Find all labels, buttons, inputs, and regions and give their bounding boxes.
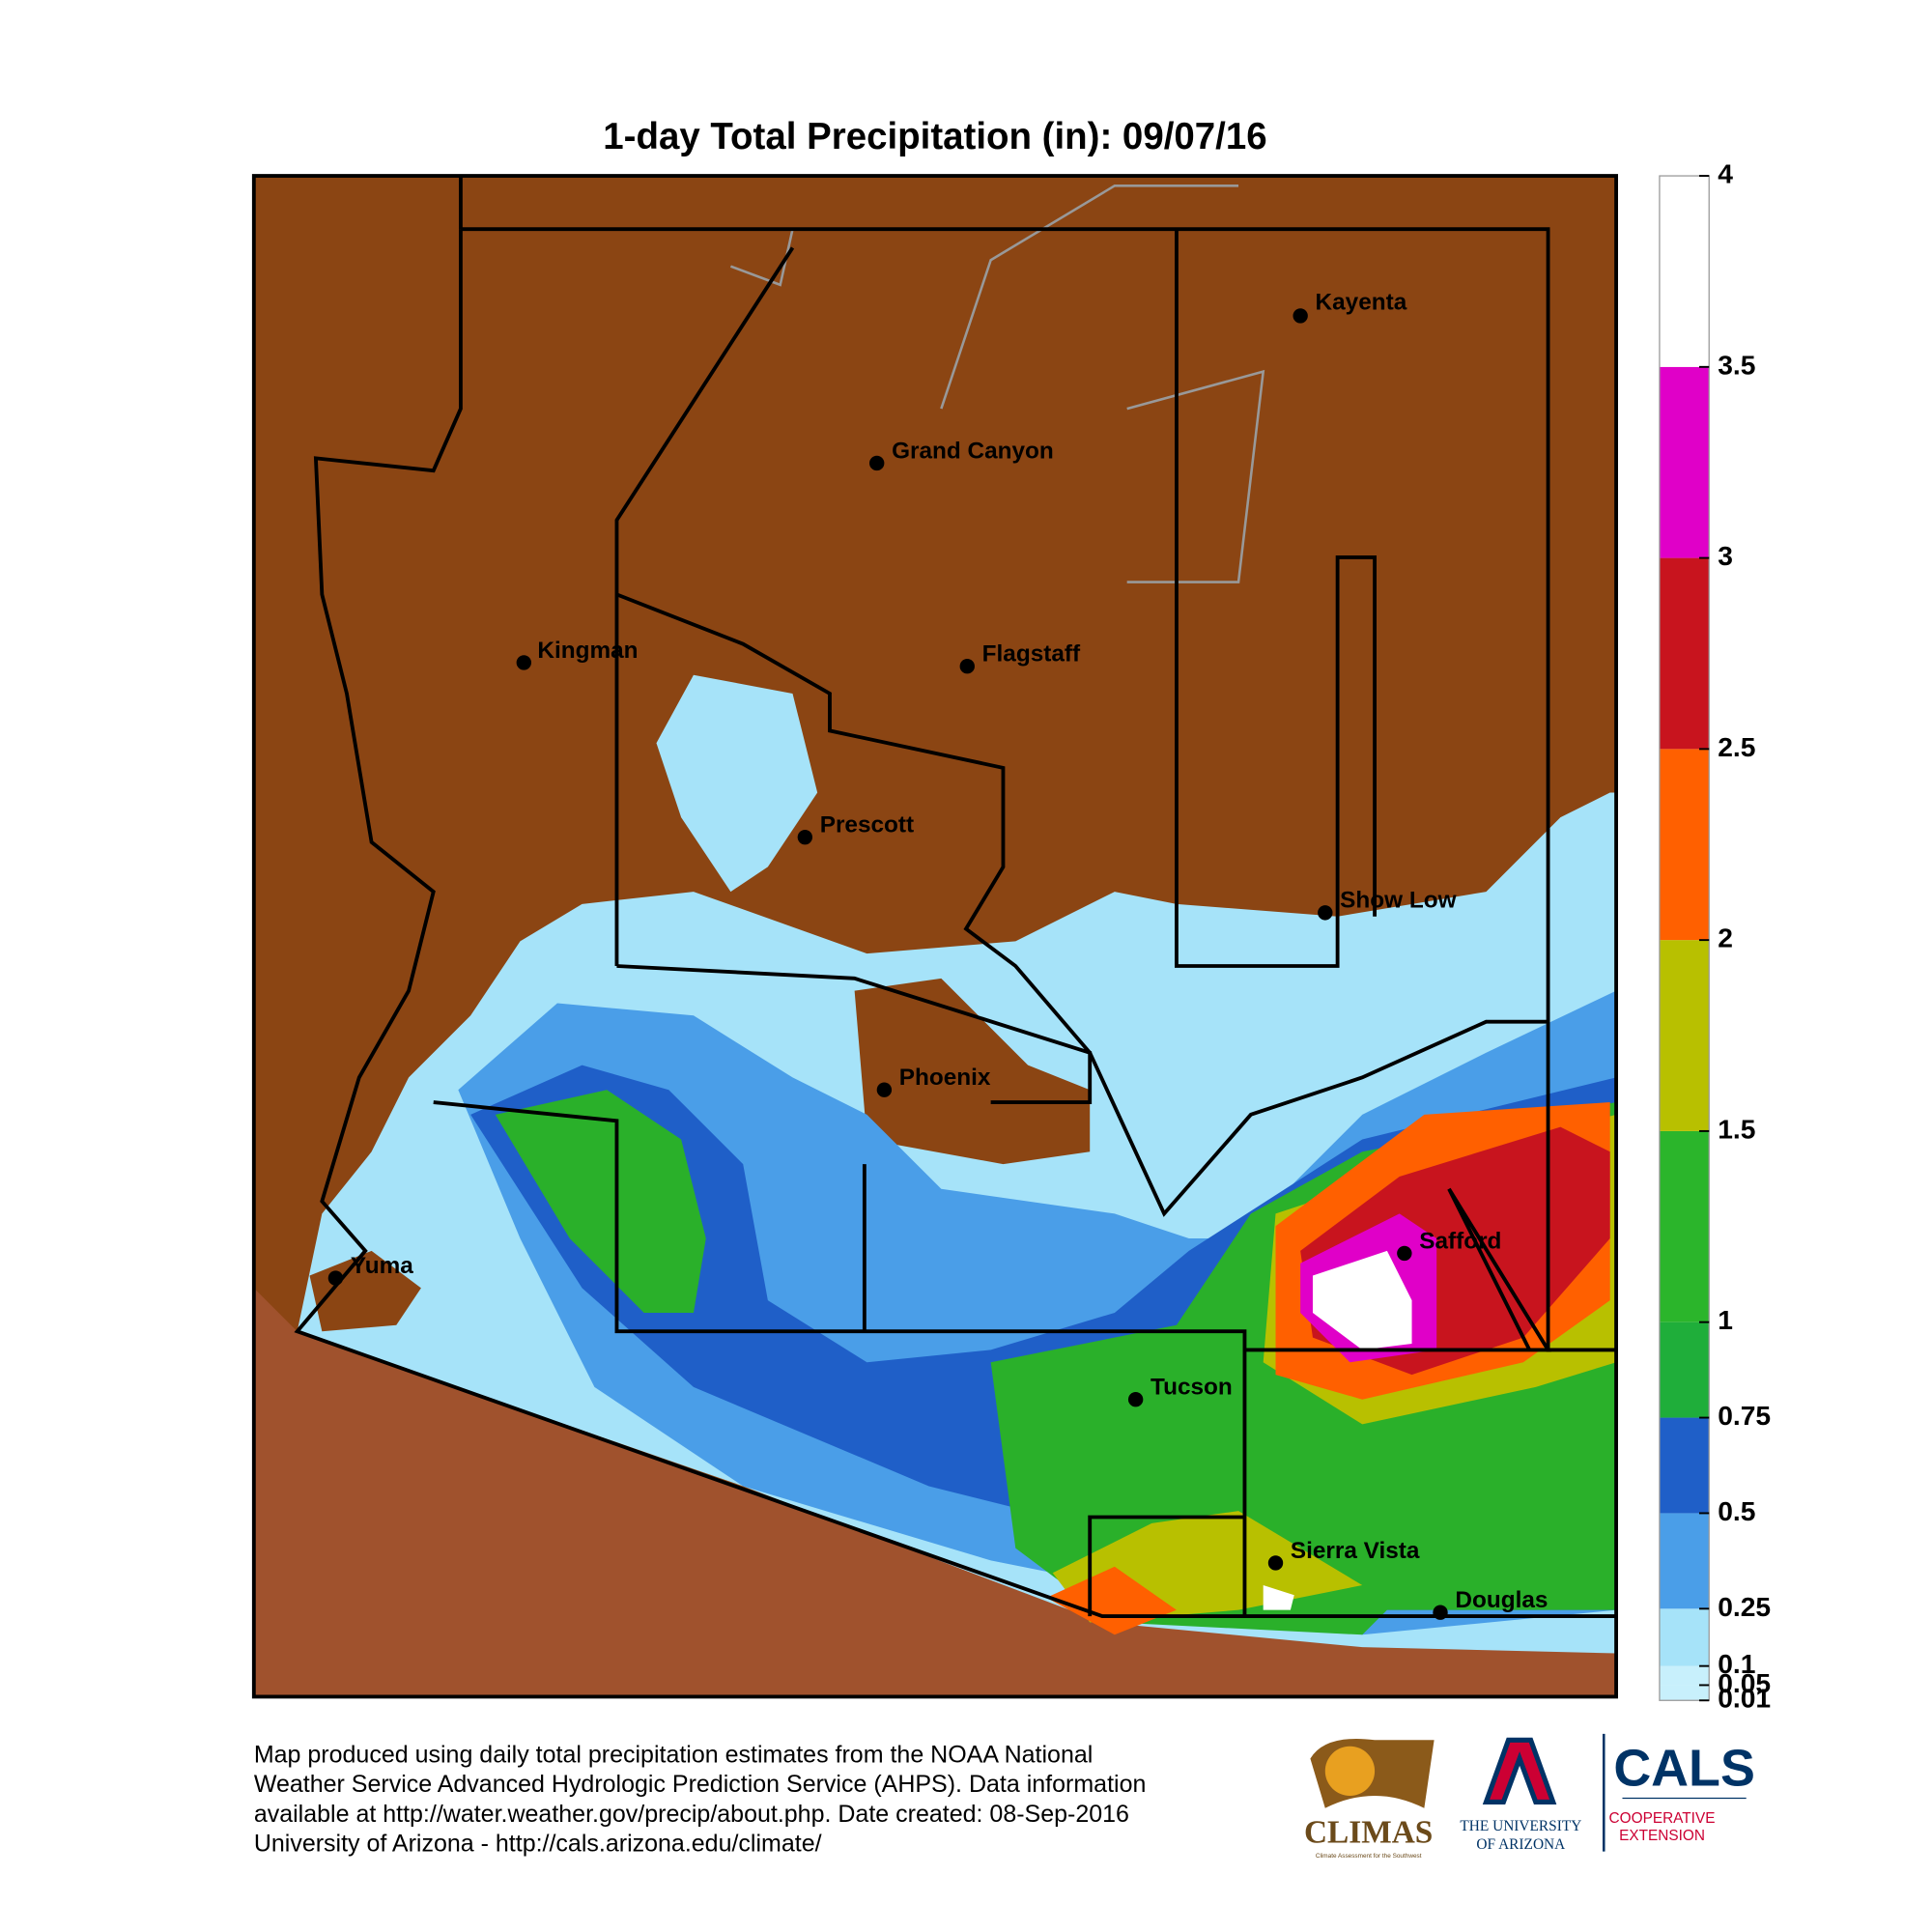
colorbar-tick-label: 0.05: [1718, 1667, 1771, 1698]
city-label: Tucson: [1151, 1375, 1233, 1401]
colorbar-tick-label: 0.01: [1718, 1683, 1771, 1714]
city-label: Yuma: [351, 1253, 413, 1279]
city-label: Phoenix: [899, 1065, 991, 1091]
colorbar-frame: [1659, 175, 1710, 1701]
cities: Kayenta Grand Canyon Kingman Flagstaff P…: [327, 290, 1548, 1620]
colorbar-tick-label: 0.1: [1718, 1648, 1755, 1679]
logo-text: COOPERATIVE: [1609, 1810, 1716, 1827]
colorbar-band: [1659, 1417, 1710, 1514]
colorbar-band: [1659, 1665, 1710, 1686]
colorbar-band: [1659, 1513, 1710, 1609]
colorbar-band: [1659, 1685, 1710, 1701]
logo-text: CALS: [1613, 1740, 1755, 1798]
city-label: Kayenta: [1316, 290, 1407, 316]
colorbar-band: [1659, 749, 1710, 941]
city-label: Show Low: [1340, 888, 1456, 914]
logo-text: EXTENSION: [1619, 1828, 1705, 1844]
colorbar-band: [1659, 940, 1710, 1131]
colorbar-tick-label: 0.25: [1718, 1591, 1771, 1622]
logo-text: Climate Assessment for the Southwest: [1316, 1853, 1422, 1860]
colorbar-tick-label: 1.5: [1718, 1113, 1755, 1144]
colorbar-tick-label: 3.5: [1718, 349, 1755, 380]
footer-line: Map produced using daily total precipita…: [254, 1741, 1094, 1768]
colorbar-tick-label: 0.75: [1718, 1400, 1771, 1431]
colorbar-tick-label: 3: [1718, 540, 1733, 571]
colorbar-band: [1659, 1608, 1710, 1666]
city-label: Kingman: [537, 638, 638, 664]
colorbar-band: [1659, 176, 1710, 367]
footer-line: Weather Service Advanced Hydrologic Pred…: [254, 1771, 1147, 1798]
colorbar-tick-label: 2.5: [1718, 731, 1755, 762]
logo-text: OF ARIZONA: [1476, 1836, 1565, 1853]
city-label: Flagstaff: [982, 641, 1081, 668]
city-label: Sierra Vista: [1291, 1538, 1420, 1564]
colorbar-band: [1659, 557, 1710, 750]
logo-text: THE UNIVERSITY: [1460, 1818, 1581, 1834]
map: [251, 174, 1618, 1699]
colorbar-tick-label: 0.5: [1718, 1495, 1755, 1526]
footer-line: University of Arizona - http://cals.ariz…: [254, 1831, 822, 1858]
city-label: Grand Canyon: [892, 438, 1054, 464]
colorbar-tick-label: 1: [1718, 1304, 1733, 1335]
colorbar-band: [1659, 1321, 1710, 1418]
colorbar-band: [1659, 1130, 1710, 1322]
logo-text: CLIMAS: [1304, 1815, 1433, 1851]
map-title: 1-day Total Precipitation (in): 09/07/16: [603, 116, 1266, 157]
city-label: Prescott: [820, 812, 914, 838]
colorbar-tick-label: 4: [1718, 158, 1733, 189]
colorbar-tick-label: 2: [1718, 923, 1733, 953]
city-label: Douglas: [1455, 1587, 1548, 1613]
logos: CLIMAS Climate Assessment for the Southw…: [1304, 1733, 1755, 1860]
footer: Map produced using daily total precipita…: [254, 1741, 1147, 1857]
colorbar-band: [1659, 366, 1710, 558]
city-label: Safford: [1419, 1228, 1501, 1254]
colorbar: 0.010.050.1 0.25 0.5 0.75 1 1.5 2 2.5 3 3.5 4: [1659, 158, 1771, 1714]
footer-line: available at http://water.weather.gov/pr…: [254, 1801, 1129, 1828]
